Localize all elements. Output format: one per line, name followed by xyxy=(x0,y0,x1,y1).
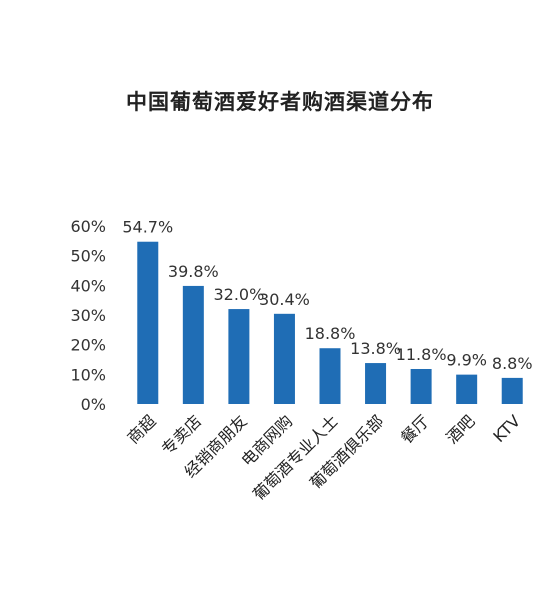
data-label: 13.8% xyxy=(350,339,401,358)
data-label: 32.0% xyxy=(213,285,264,304)
bars xyxy=(137,241,523,404)
y-tick-label: 50% xyxy=(70,247,106,266)
y-tick-label: 30% xyxy=(70,306,106,325)
chart-title: 中国葡萄酒爱好者购酒渠道分布 xyxy=(126,90,434,114)
y-tick-label: 60% xyxy=(70,217,106,236)
bar xyxy=(501,377,523,404)
data-label: 54.7% xyxy=(122,218,173,237)
y-tick-label: 20% xyxy=(70,336,106,355)
data-label: 30.4% xyxy=(259,290,310,309)
x-tick-label: 商超 xyxy=(124,411,160,447)
y-tick-label: 0% xyxy=(81,395,106,414)
bar xyxy=(319,348,341,404)
data-label: 39.8% xyxy=(168,262,219,281)
y-axis-ticks: 0% 10% 20% 30% 40% 50% 60% xyxy=(70,217,106,414)
x-tick-label: KTV xyxy=(489,411,524,446)
x-tick-label: 餐厅 xyxy=(397,411,433,447)
x-tick-label: 酒吧 xyxy=(442,411,478,447)
bar xyxy=(182,285,204,404)
data-label: 8.8% xyxy=(492,354,533,373)
value-labels: 54.7% 39.8% 32.0%30.4% 18.8%13.8%11.8% 9.9% 8… xyxy=(122,218,532,373)
bar xyxy=(137,241,159,404)
bar xyxy=(456,374,478,404)
bar xyxy=(410,368,432,404)
bar xyxy=(273,313,295,404)
bar xyxy=(365,363,387,404)
y-tick-label: 40% xyxy=(70,276,106,295)
bar xyxy=(228,309,250,404)
data-label: 18.8% xyxy=(305,324,356,343)
y-tick-label: 10% xyxy=(70,365,106,384)
data-label: 11.8% xyxy=(396,345,447,364)
data-label: 9.9% xyxy=(446,351,487,370)
